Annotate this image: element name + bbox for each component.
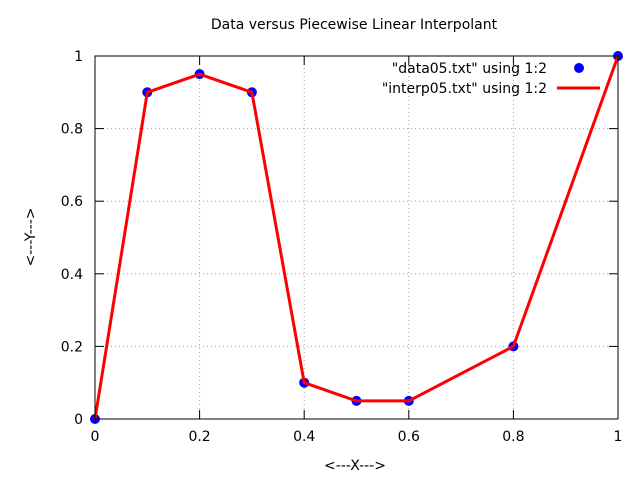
- x-tick-label: 1: [614, 429, 623, 445]
- x-tick-label: 0.4: [293, 429, 315, 445]
- y-tick-label: 1: [74, 49, 83, 65]
- y-tick-label: 0: [74, 412, 83, 428]
- y-axis-title: <---Y--->: [23, 207, 39, 266]
- grid-lines: [95, 56, 618, 419]
- x-tick-label: 0: [91, 429, 100, 445]
- plot-series: [90, 51, 623, 424]
- y-tick-label: 0.6: [61, 194, 83, 210]
- data-points-series: [90, 51, 623, 424]
- legend-label: "data05.txt" using 1:2: [392, 61, 547, 77]
- legend-label: "interp05.txt" using 1:2: [382, 81, 547, 97]
- axis-ticks: 0 0.2 0.4 0.6 0.8 1 0 0.2 0.4 0.6 0.8 1: [61, 49, 623, 445]
- x-tick-label: 0.8: [502, 429, 524, 445]
- interpolant-line: [93, 55, 620, 420]
- plot-frame: [94, 55, 619, 420]
- y-tick-label: 0.4: [61, 267, 83, 283]
- chart-title: Data versus Piecewise Linear Interpolant: [211, 17, 498, 33]
- y-tick-label: 0.8: [61, 122, 83, 138]
- x-tick-label: 0.2: [188, 429, 210, 445]
- y-tick-label: 0.2: [61, 339, 83, 355]
- legend-point-swatch: [574, 63, 584, 73]
- x-axis-title: <---X--->: [324, 458, 386, 474]
- x-tick-label: 0.6: [398, 429, 420, 445]
- legend: "data05.txt" using 1:2 "interp05.txt" usi…: [382, 61, 600, 97]
